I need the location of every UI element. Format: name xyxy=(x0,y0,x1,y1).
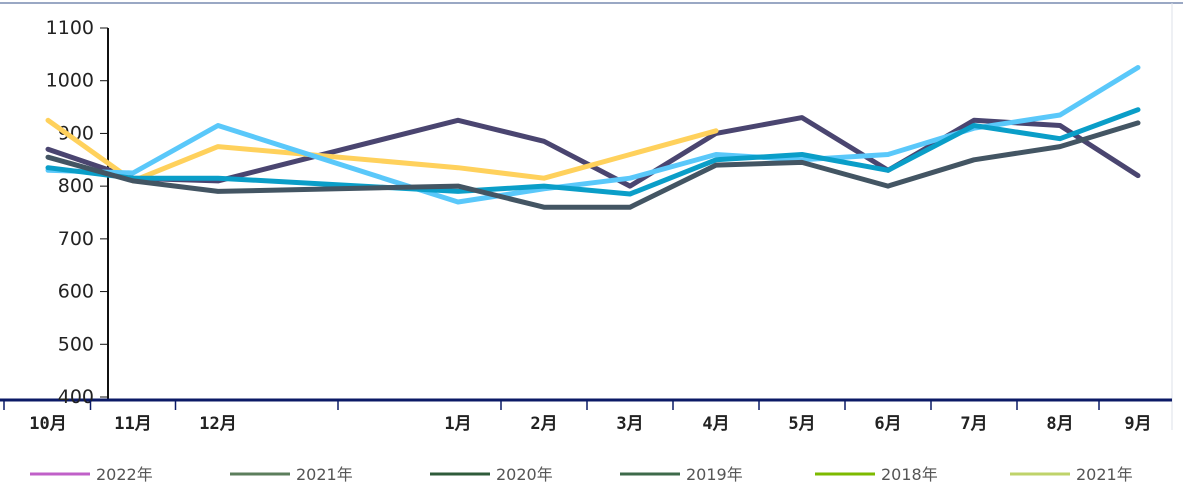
y-tick-label: 900 xyxy=(58,122,94,144)
x-tick-label: 9月 xyxy=(1124,414,1151,434)
y-tick-label: 700 xyxy=(58,228,94,250)
x-tick-labels: 10月 11月 12月 1月 2月 3月 4月 5月 6月 7月 8月 9月 xyxy=(3,400,1152,434)
x-tick-label: 5月 xyxy=(788,414,815,434)
legend-label: 2021年 xyxy=(296,465,353,484)
x-tick-label: 2月 xyxy=(530,414,557,434)
x-tick-label: 10月 xyxy=(29,414,66,434)
y-tick-labels: 400 500 600 700 800 900 1000 1100 xyxy=(46,17,108,408)
x-tick-label: 1月 xyxy=(444,414,471,434)
y-tick-label: 1000 xyxy=(46,70,94,92)
x-tick-label: 4月 xyxy=(702,414,729,434)
x-tick-label: 12月 xyxy=(199,414,236,434)
x-tick-label: 8月 xyxy=(1046,414,1073,434)
x-tick-label: 6月 xyxy=(874,414,901,434)
legend: 2022年 2021年 2020年 2019年 2018年 2021年 xyxy=(30,465,1133,484)
series-line-4 xyxy=(45,120,1141,210)
legend-label: 2022年 xyxy=(96,465,153,484)
y-tick-label: 1100 xyxy=(46,17,94,39)
legend-label: 2021年 xyxy=(1076,465,1133,484)
y-tick-label: 600 xyxy=(58,281,94,303)
series-lines xyxy=(45,65,1141,210)
legend-label: 2020年 xyxy=(496,465,553,484)
x-tick-label: 11月 xyxy=(114,414,151,434)
y-tick-label: 500 xyxy=(58,333,94,355)
y-tick-label: 400 xyxy=(58,386,94,408)
legend-label: 2018年 xyxy=(881,465,938,484)
x-tick-label: 7月 xyxy=(960,414,987,434)
y-tick-label: 800 xyxy=(58,175,94,197)
x-tick-label: 3月 xyxy=(616,414,643,434)
series-line-3 xyxy=(45,107,1141,197)
legend-label: 2019年 xyxy=(686,465,743,484)
